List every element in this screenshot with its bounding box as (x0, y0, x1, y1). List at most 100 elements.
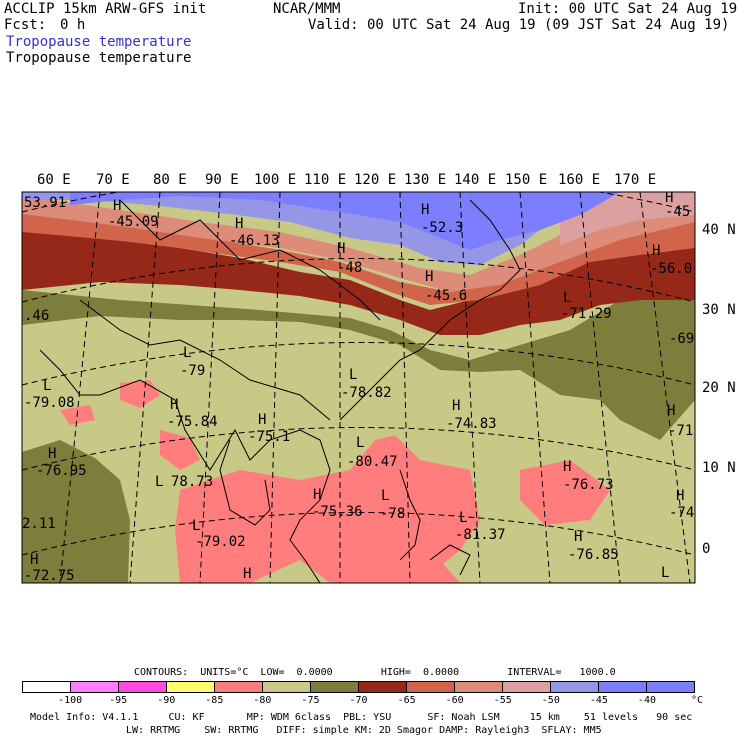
extremum-letter: H (258, 412, 267, 428)
lat-label-30n: 30 N (702, 302, 736, 318)
model-info-line-1: Model Info: V4.1.1 CU: KF MP: WDM 6class… (30, 712, 693, 723)
extremum-letter: L (155, 474, 164, 490)
contour-info: CONTOURS: UNITS=°C LOW= 0.0000 HIGH= 0.0… (134, 667, 616, 678)
pink-patch-3 (175, 435, 480, 583)
lon-label-100e: 100 E (254, 172, 297, 188)
extremum-letter: H (452, 398, 461, 414)
valid-time: Valid: 00 UTC Sat 24 Aug 19 (09 JST Sat … (308, 17, 730, 33)
extremum-value: -48 (337, 260, 363, 276)
extremum-letter: H (652, 243, 661, 259)
extremum-letter: L (661, 565, 670, 581)
legend-swatch (407, 682, 455, 692)
org-label: NCAR/MMM (273, 1, 341, 17)
model-info-line-2: LW: RRTMG SW: RRTMG DIFF: simple KM: 2D … (126, 725, 602, 736)
extremum-letter: L (563, 290, 572, 306)
lon-label-60e: 60 E (37, 172, 71, 188)
blue-region (70, 192, 620, 250)
extremum-value: -75.84 (167, 414, 218, 430)
extremum-value: -45 (665, 204, 691, 220)
forecast-label: Fcst: (4, 17, 47, 33)
extremum-letter: L (459, 510, 468, 526)
legend-swatch (263, 682, 311, 692)
extremum-letter: H (667, 403, 676, 419)
lon-label-120e: 120 E (354, 172, 397, 188)
extremum-letter: L (183, 345, 192, 361)
legend-swatch (311, 682, 359, 692)
lat-label-20n: 20 N (702, 380, 736, 396)
extremum-value: -81.37 (455, 527, 506, 543)
legend-label: -95 (109, 695, 128, 706)
extremum-value: -74 (669, 505, 695, 521)
lat-label-0: 0 (702, 541, 711, 557)
extremum-letter: H (421, 202, 430, 218)
lon-label-160e: 160 E (558, 172, 601, 188)
legend-label: -45 (589, 695, 608, 706)
legend-swatch (119, 682, 167, 692)
extremum-letter: H (574, 529, 583, 545)
legend-label: -75 (301, 695, 320, 706)
extremum-value: .46 (24, 308, 50, 324)
extremum-value: 53.91 (24, 195, 67, 211)
extremum-letter: H (676, 488, 685, 504)
legend-swatch (647, 682, 694, 692)
extremum-value: -46.13 (229, 233, 280, 249)
extremum-letter: H (113, 198, 122, 214)
red-band (22, 228, 695, 335)
legend-label: -100 (58, 695, 83, 706)
pink-patch-4 (520, 460, 610, 525)
extremum-value: -78.82 (341, 385, 392, 401)
field-title-contour: Tropopause temperature (6, 50, 192, 66)
salmon-band (22, 195, 695, 292)
extremum-value: -52.3 (421, 220, 464, 236)
extremum-letter: H (425, 269, 434, 285)
legend-label: -70 (349, 695, 368, 706)
lat-label-10n: 10 N (702, 460, 736, 476)
lon-label-70e: 70 E (96, 172, 130, 188)
extremum-letter: H (563, 459, 572, 475)
legend-label: -65 (397, 695, 416, 706)
legend-swatch (455, 682, 503, 692)
lon-label-140e: 140 E (454, 172, 497, 188)
extremum-value: 2.11 (22, 516, 56, 532)
extremum-letter: H (170, 397, 179, 413)
extremum-letter: H (48, 446, 57, 462)
legend-swatch (359, 682, 407, 692)
lon-label-170e: 170 E (614, 172, 657, 188)
extremum-value: -56.0 (650, 261, 693, 277)
extremum-letter: L (349, 367, 358, 383)
lon-label-80e: 80 E (153, 172, 187, 188)
legend-swatch (551, 682, 599, 692)
extremum-value: -45.6 (425, 288, 468, 304)
legend-swatch (599, 682, 647, 692)
extremum-value: -71.29 (561, 306, 612, 322)
extremum-letter: L (192, 518, 201, 534)
legend-label: -85 (205, 695, 224, 706)
extremum-letter: H (665, 190, 674, 206)
legend-label: -40 (637, 695, 656, 706)
legend-label: °C (691, 695, 704, 706)
legend-swatch (503, 682, 551, 692)
legend-swatch (71, 682, 119, 692)
legend-label: -60 (445, 695, 464, 706)
extremum-value: -75.36 (312, 504, 363, 520)
extremum-value: -74.83 (446, 416, 497, 432)
field-title-shaded: Tropopause temperature (6, 34, 192, 50)
extremum-letter: L (43, 378, 52, 394)
init-time: Init: 00 UTC Sat 24 Aug 19 (518, 1, 738, 17)
olive-band (22, 265, 695, 440)
extremum-letter: L (356, 435, 365, 451)
legend-swatch (215, 682, 263, 692)
pink-patch-1 (120, 380, 160, 408)
extremum-value: 78.73 (171, 474, 214, 490)
extremum-value: -76.73 (563, 477, 614, 493)
legend-swatch (23, 682, 71, 692)
extremum-value: -72.75 (24, 568, 75, 584)
legend-label: -55 (493, 695, 512, 706)
extremum-value: -80.47 (347, 454, 398, 470)
coastlines (39, 199, 521, 583)
lat-label-40n: 40 N (702, 222, 736, 238)
extremum-value: -79.08 (24, 395, 75, 411)
extremum-letter: H (243, 566, 252, 582)
map-frame (21, 191, 696, 584)
